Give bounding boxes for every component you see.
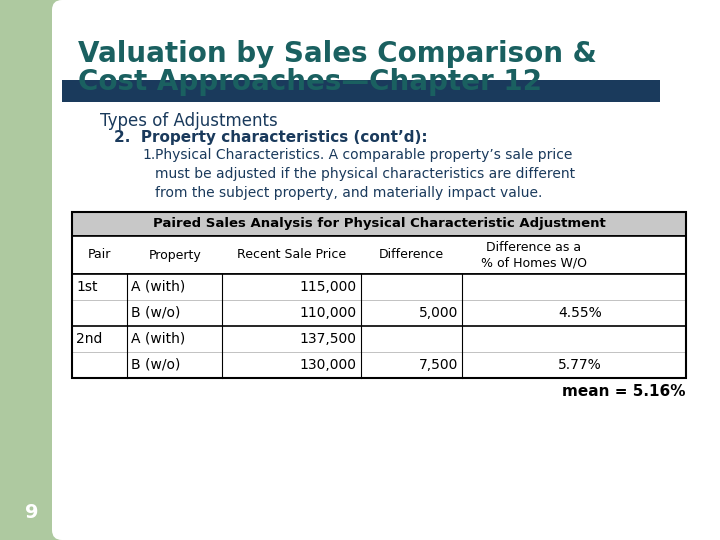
Text: Recent Sale Price: Recent Sale Price [237, 248, 346, 261]
Bar [72, 352, 686, 378]
Bar [72, 326, 686, 352]
Text: 1st: 1st [76, 280, 97, 294]
Text: Cost Approaches—Chapter 12: Cost Approaches—Chapter 12 [78, 68, 542, 96]
Bar [62, 80, 660, 102]
Text: Pair: Pair [88, 248, 112, 261]
Text: 2.  Property characteristics (cont’d):: 2. Property characteristics (cont’d): [114, 130, 428, 145]
Text: Valuation by Sales Comparison &: Valuation by Sales Comparison & [78, 40, 597, 68]
FancyBboxPatch shape [52, 0, 720, 540]
Bar [0, 0, 62, 540]
Text: Physical Characteristics. A comparable property’s sale price
must be adjusted if: Physical Characteristics. A comparable p… [155, 148, 575, 200]
Text: B (w/o): B (w/o) [131, 358, 181, 372]
Text: 115,000: 115,000 [300, 280, 356, 294]
Text: A (with): A (with) [131, 332, 186, 346]
Text: Difference: Difference [379, 248, 444, 261]
Text: Difference as a
% of Homes W/O: Difference as a % of Homes W/O [481, 241, 587, 269]
Text: Paired Sales Analysis for Physical Characteristic Adjustment: Paired Sales Analysis for Physical Chara… [153, 218, 606, 231]
Text: 1.: 1. [142, 148, 156, 162]
Bar [72, 236, 686, 274]
Text: 9: 9 [25, 503, 39, 522]
Text: 5,000: 5,000 [418, 306, 458, 320]
Text: 110,000: 110,000 [300, 306, 356, 320]
Bar [72, 274, 686, 300]
Text: A (with): A (with) [131, 280, 186, 294]
Text: 5.77%: 5.77% [559, 358, 602, 372]
Bar [62, 0, 257, 150]
Bar [72, 300, 686, 326]
Text: 4.55%: 4.55% [559, 306, 602, 320]
Text: mean = 5.16%: mean = 5.16% [562, 384, 686, 399]
Text: 137,500: 137,500 [300, 332, 356, 346]
Text: 130,000: 130,000 [300, 358, 356, 372]
Text: Types of Adjustments: Types of Adjustments [100, 112, 278, 130]
Bar [72, 212, 686, 378]
Bar [72, 212, 686, 236]
Text: 2nd: 2nd [76, 332, 102, 346]
Text: 7,500: 7,500 [418, 358, 458, 372]
Text: B (w/o): B (w/o) [131, 306, 181, 320]
Text: Property: Property [148, 248, 201, 261]
